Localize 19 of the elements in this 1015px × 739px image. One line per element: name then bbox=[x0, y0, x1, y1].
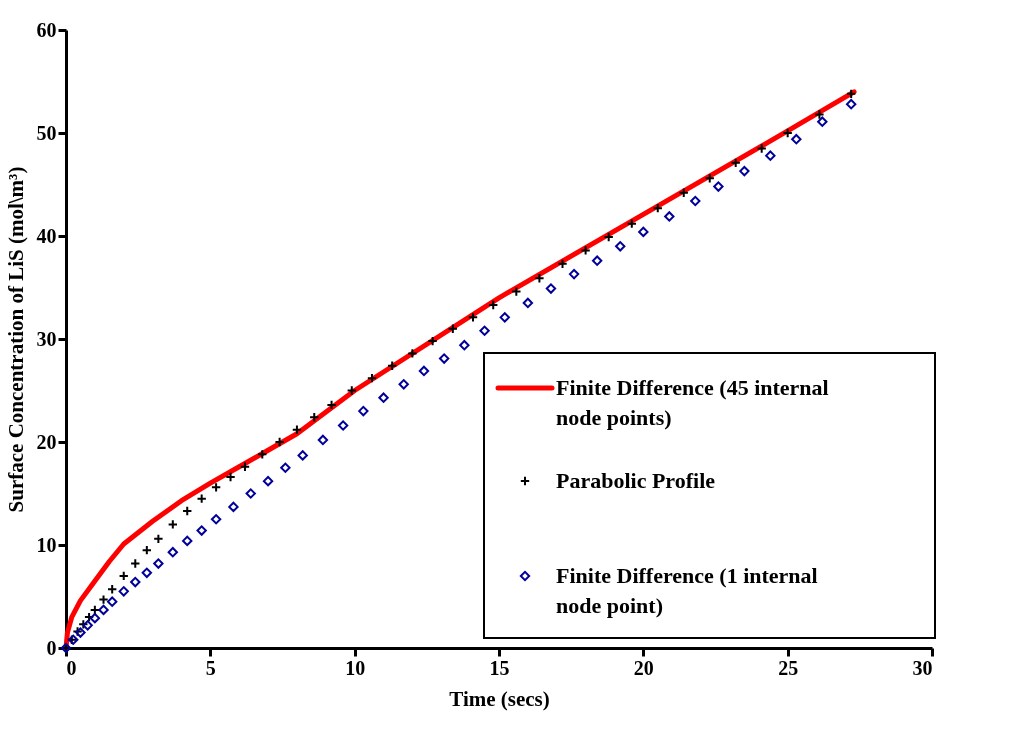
y-tick-label: 60 bbox=[36, 18, 57, 41]
x-tick-label: 0 bbox=[66, 656, 77, 679]
legend-label: Finite Difference (1 internal node point) bbox=[556, 563, 818, 618]
y-tick-label: 10 bbox=[36, 533, 57, 556]
y-tick-label: 40 bbox=[36, 224, 57, 247]
x-tick-label: 25 bbox=[778, 656, 799, 679]
x-axis-title: Time (secs) bbox=[449, 686, 550, 711]
y-tick-label: 50 bbox=[36, 121, 57, 144]
y-tick-label: 0 bbox=[46, 636, 57, 659]
legend-label: Finite Difference (45 internal node points) bbox=[556, 375, 829, 430]
x-tick-label: 20 bbox=[633, 656, 654, 679]
y-tick-label: 20 bbox=[36, 430, 57, 453]
legend-label: Parabolic Profile bbox=[556, 468, 716, 493]
y-tick-label: 30 bbox=[36, 327, 57, 350]
x-tick-label: 10 bbox=[345, 656, 366, 679]
x-tick-label: 30 bbox=[912, 656, 933, 679]
x-tick-label: 15 bbox=[489, 656, 510, 679]
x-tick-label: 5 bbox=[205, 656, 216, 679]
y-axis-title: Surface Concentration of LiS (mol\m³) bbox=[3, 166, 28, 513]
